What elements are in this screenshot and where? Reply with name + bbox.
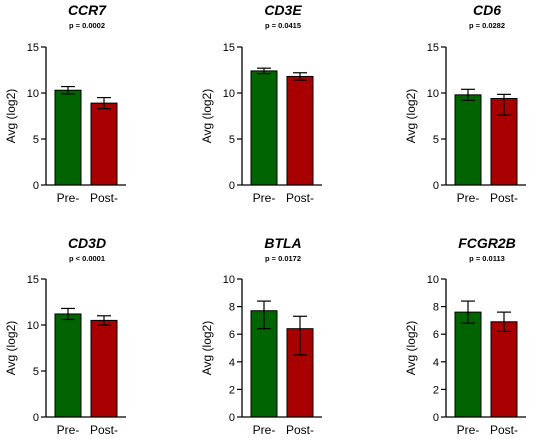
panel-title: CD3E: [264, 2, 302, 18]
y-tick-label: 0: [229, 180, 235, 192]
panel-title: CD3D: [68, 235, 106, 251]
x-tick-label: Pre-: [457, 423, 480, 437]
x-tick-label: Post-: [490, 191, 518, 205]
y-tick-label: 8: [229, 302, 235, 314]
y-tick-label: 0: [229, 412, 235, 424]
x-tick-label: Pre-: [457, 191, 480, 205]
chart-panel-cd3d: CD3D p < 0.0001 Avg (log2) Pre- Post- 0 5 10 15: [4, 235, 126, 437]
y-tick-label: 4: [229, 357, 235, 369]
p-value-label: p = 0.0415: [265, 21, 301, 30]
y-axis-label: Avg (log2): [200, 321, 214, 375]
y-tick-label: 15: [223, 42, 235, 54]
y-tick-label: 10: [223, 274, 235, 286]
y-tick-label: 2: [433, 384, 439, 396]
p-value-label: p = 0.0002: [69, 21, 105, 30]
chart-panel-ccr7: CCR7 p = 0.0002 Avg (log2) Pre- Post- 0 5 10 15: [4, 2, 126, 205]
y-tick-label: 2: [229, 384, 235, 396]
bar-post: [90, 102, 118, 186]
x-tick-label: Pre-: [57, 191, 80, 205]
panel-title: BTLA: [264, 235, 301, 251]
bar-post: [286, 75, 314, 186]
y-tick-label: 6: [229, 329, 235, 341]
bar-pre: [454, 94, 482, 186]
y-tick-label: 8: [433, 302, 439, 314]
y-tick-label: 6: [433, 329, 439, 341]
bar-pre: [454, 311, 482, 418]
x-tick-label: Post-: [286, 191, 314, 205]
x-tick-label: Pre-: [253, 423, 276, 437]
y-tick-label: 15: [27, 42, 39, 54]
p-value-label: p = 0.0172: [265, 254, 301, 263]
y-tick-label: 0: [433, 412, 439, 424]
chart-panel-btla: BTLA p = 0.0172 Avg (log2) Pre- Post- 0 2 4 6 8 10: [200, 235, 322, 437]
y-tick-label: 0: [433, 180, 439, 192]
y-axis-label: Avg (log2): [200, 89, 214, 143]
panel-title: FCGR2B: [458, 235, 516, 251]
x-tick-label: Pre-: [57, 423, 80, 437]
y-axis-label: Avg (log2): [4, 89, 18, 143]
bar-pre: [54, 313, 82, 418]
y-tick-label: 15: [27, 274, 39, 286]
p-value-label: p = 0.0113: [469, 254, 505, 263]
y-axis-label: Avg (log2): [4, 321, 18, 375]
x-tick-label: Post-: [286, 423, 314, 437]
y-tick-label: 10: [27, 88, 39, 100]
y-tick-label: 0: [33, 412, 39, 424]
y-axis-label: Avg (log2): [404, 321, 418, 375]
y-axis-label: Avg (log2): [404, 89, 418, 143]
bar-post: [90, 319, 118, 418]
chart-panel-cd3e: CD3E p = 0.0415 Avg (log2) Pre- Post- 0 5 10 15: [200, 2, 322, 205]
bar-pre: [250, 70, 278, 186]
chart-panel-fcgr2b: FCGR2B p = 0.0113 Avg (log2) Pre- Post- 0 2 4 6 8…: [404, 235, 526, 437]
y-tick-label: 5: [33, 366, 39, 378]
y-tick-label: 4: [433, 357, 439, 369]
y-tick-label: 10: [427, 88, 439, 100]
y-tick-label: 0: [33, 180, 39, 192]
panel-title: CD6: [473, 2, 501, 18]
y-tick-label: 10: [27, 320, 39, 332]
x-tick-label: Post-: [490, 423, 518, 437]
y-tick-label: 5: [33, 134, 39, 146]
p-value-label: p < 0.0001: [69, 254, 105, 263]
x-tick-label: Pre-: [253, 191, 276, 205]
chart-panel-cd6: CD6 p = 0.0282 Avg (log2) Pre- Post- 0 5 10 15: [404, 2, 526, 205]
x-tick-label: Post-: [90, 423, 118, 437]
bar-pre: [54, 89, 82, 186]
y-tick-label: 15: [427, 42, 439, 54]
y-tick-label: 10: [223, 88, 235, 100]
y-tick-label: 5: [433, 134, 439, 146]
p-value-label: p = 0.0282: [469, 21, 505, 30]
y-tick-label: 5: [229, 134, 235, 146]
bar-post: [490, 321, 518, 418]
panel-title: CCR7: [68, 2, 107, 18]
y-tick-label: 10: [427, 274, 439, 286]
x-tick-label: Post-: [90, 191, 118, 205]
